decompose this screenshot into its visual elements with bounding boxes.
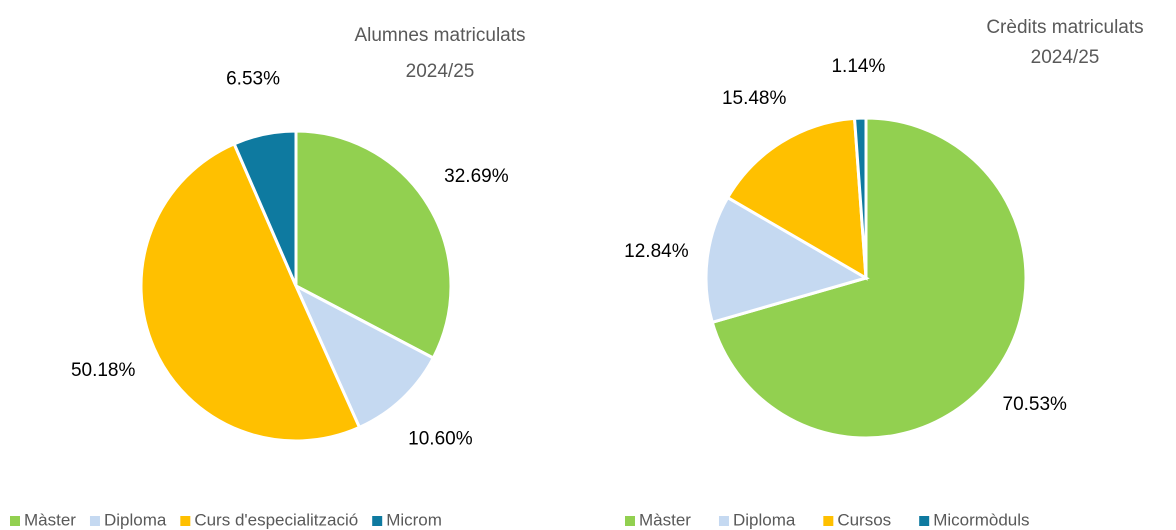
legend-swatch	[10, 516, 20, 526]
legend-label: Cursos	[837, 510, 891, 529]
data-label: 15.48%	[722, 88, 787, 109]
chart-title: Alumnes matriculats	[354, 25, 525, 46]
data-label: 10.60%	[408, 429, 473, 450]
legend-swatch	[372, 516, 383, 526]
chart-subtitle: 2024/25	[406, 61, 475, 82]
data-label: 32.69%	[444, 166, 509, 187]
data-label: 70.53%	[1003, 394, 1068, 415]
pie-slice	[704, 195, 870, 325]
pie-slice	[139, 141, 362, 443]
legend-swatch	[919, 516, 930, 526]
legend-label: Curs d'especialització	[194, 510, 358, 529]
data-label: 6.53%	[226, 69, 280, 90]
data-label: 1.14%	[831, 56, 885, 77]
pie-slice	[292, 282, 436, 430]
legend-label: Microm	[386, 510, 442, 529]
pie-slice	[294, 129, 453, 361]
legend-swatch	[180, 516, 191, 526]
data-label: 50.18%	[71, 360, 136, 381]
pie-slice	[710, 116, 1028, 440]
legend-swatch	[89, 516, 100, 526]
data-label: 12.84%	[624, 241, 689, 262]
legend-swatch	[718, 516, 729, 526]
legend-label: Màster	[639, 510, 691, 529]
legend-label: Micormòduls	[933, 510, 1029, 529]
pie-slice	[725, 116, 868, 281]
pie-slice	[852, 116, 868, 279]
pie-slice	[232, 129, 298, 287]
legend-swatch	[823, 516, 834, 526]
chart-subtitle: 2024/25	[1031, 47, 1100, 68]
legend-swatch	[625, 516, 635, 526]
legend-label: Diploma	[104, 510, 167, 529]
chart-title: Crèdits matriculats	[986, 17, 1143, 38]
legend-label: Diploma	[733, 510, 796, 529]
legend-label: Màster	[24, 510, 76, 529]
